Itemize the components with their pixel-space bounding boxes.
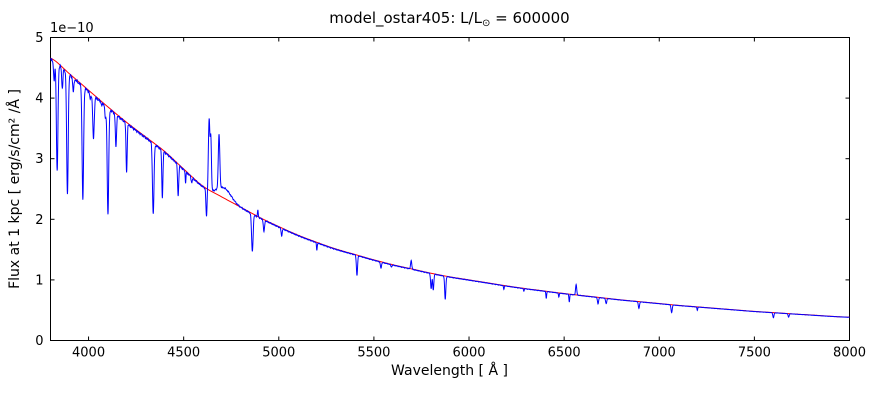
y-tick-label: 2 bbox=[35, 213, 43, 228]
x-tick-label: 7500 bbox=[738, 346, 771, 361]
x-tick-label: 5000 bbox=[262, 346, 295, 361]
x-tick-label: 4000 bbox=[72, 346, 105, 361]
y-tick-label: 1 bbox=[35, 273, 43, 288]
continuum-line bbox=[50, 57, 850, 318]
x-tick-label: 7000 bbox=[643, 346, 676, 361]
y-tick-label: 3 bbox=[35, 152, 43, 167]
title-sun-subscript: ⊙ bbox=[481, 18, 491, 29]
x-tick-label: 8000 bbox=[833, 346, 866, 361]
title-prefix: model_ostar405: L/L bbox=[329, 9, 482, 27]
plot-frame bbox=[50, 37, 850, 341]
y-tick-label: 5 bbox=[35, 31, 43, 46]
y-axis-offset-label: 1e−10 bbox=[50, 21, 94, 36]
x-tick-label: 4500 bbox=[167, 346, 200, 361]
title-suffix: = 600000 bbox=[490, 9, 570, 27]
y-axis-label: Flux at 1 kpc [ erg/s/cm² /Å ] bbox=[7, 89, 23, 289]
x-tick-label: 5500 bbox=[357, 346, 390, 361]
chart-title: model_ostar405: L/L⊙ = 600000 bbox=[50, 9, 849, 29]
x-tick-label: 6000 bbox=[452, 346, 485, 361]
y-tick-label: 4 bbox=[35, 92, 43, 107]
spectrum-line bbox=[50, 57, 850, 319]
y-tick-label: 0 bbox=[35, 334, 43, 349]
x-axis-label: Wavelength [ Å ] bbox=[391, 363, 508, 379]
x-tick-label: 6500 bbox=[548, 346, 581, 361]
